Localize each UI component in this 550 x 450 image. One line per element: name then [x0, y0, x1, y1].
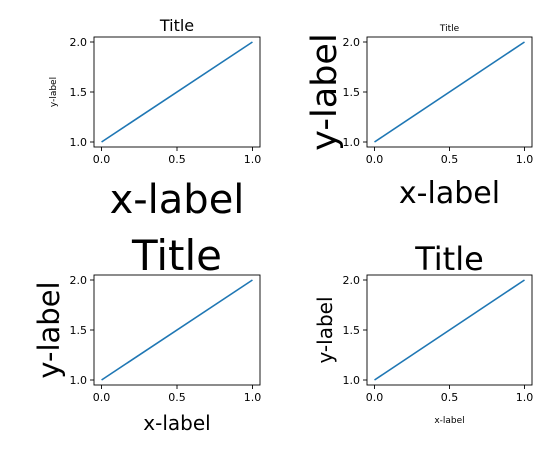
y-axis-label: y-label: [305, 33, 345, 150]
x-tick-label: 0.5: [168, 153, 186, 166]
y-tick-label: 2.0: [70, 36, 88, 49]
y-axis-label: y-label: [32, 281, 66, 378]
y-axis-label: y-label: [49, 77, 59, 107]
x-axis-label: x-label: [399, 176, 500, 211]
y-tick-label: 2.0: [343, 274, 361, 287]
x-tick-label: 1.0: [516, 391, 534, 404]
x-axis-label: x-label: [110, 177, 245, 223]
y-tick-label: 1.0: [343, 374, 361, 387]
x-axis-label: x-label: [434, 416, 464, 426]
axes-frame: [93, 274, 261, 386]
series-line-1: [101, 279, 253, 381]
axes-frame: [366, 274, 533, 386]
x-tick-label: 1.0: [516, 153, 534, 166]
y-tick-label: 1.0: [70, 136, 88, 149]
y-tick-label: 1.5: [343, 324, 361, 337]
x-tick-label: 0.5: [441, 153, 459, 166]
chart-title: Title: [131, 231, 222, 280]
y-tick-label: 1.0: [343, 136, 361, 149]
x-axis-label: x-label: [143, 411, 210, 435]
axes-frame: [93, 36, 261, 148]
x-tick-label: 0.0: [93, 153, 111, 166]
x-tick-label: 0.5: [168, 391, 186, 404]
x-tick-label: 0.0: [93, 391, 111, 404]
chart-title: Title: [159, 16, 194, 35]
x-tick-label: 0.5: [441, 391, 459, 404]
x-tick-label: 0.0: [366, 153, 384, 166]
y-tick-label: 1.5: [70, 86, 88, 99]
y-tick-label: 1.5: [343, 86, 361, 99]
x-tick-label: 0.0: [366, 391, 384, 404]
chart-title: Title: [439, 24, 460, 34]
series-line-1: [374, 41, 525, 143]
y-tick-label: 2.0: [70, 274, 88, 287]
y-tick-label: 2.0: [343, 36, 361, 49]
subplot-1: Title 0.0 0.5 1.0 1.0 1.5 2.0 x-label y-label: [49, 16, 261, 223]
subplot-2: Title 0.0 0.5 1.0 1.0 1.5 2.0 x-label y-label: [305, 24, 533, 211]
y-tick-label: 1.0: [70, 374, 88, 387]
y-axis-label: y-label: [313, 296, 337, 363]
x-tick-label: 1.0: [244, 391, 262, 404]
series-line-1: [101, 41, 253, 143]
series-line-1: [374, 279, 525, 381]
subplot-3: Title 0.0 0.5 1.0 1.0 1.5 2.0 x-label y-label: [32, 231, 261, 435]
subplot-4: Title 0.0 0.5 1.0 1.0 1.5 2.0 x-label y-label: [313, 240, 533, 426]
y-tick-label: 1.5: [70, 324, 88, 337]
chart-title: Title: [414, 240, 484, 278]
axes-frame: [366, 36, 533, 148]
x-tick-label: 1.0: [244, 153, 262, 166]
